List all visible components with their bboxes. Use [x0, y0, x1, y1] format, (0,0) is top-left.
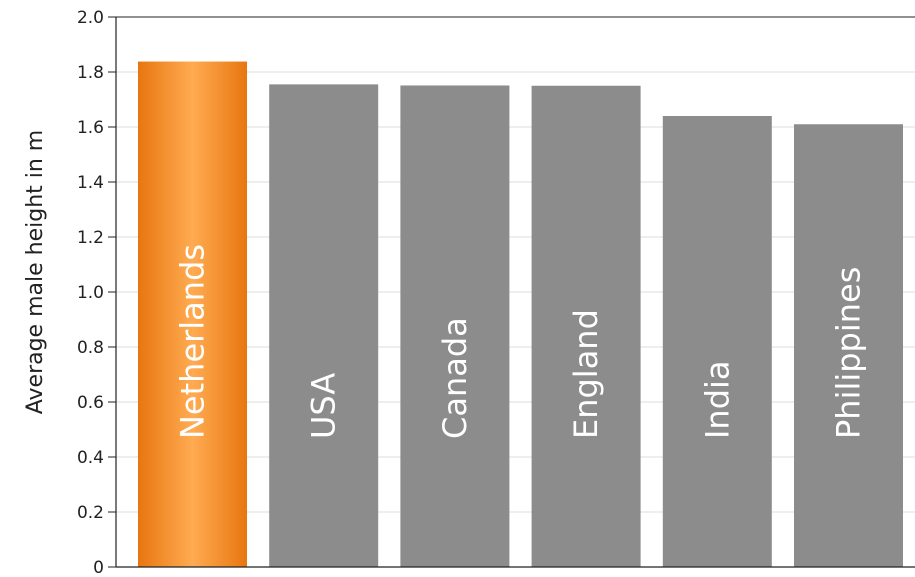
y-tick-label: 0.6: [77, 393, 104, 413]
bar-usa: [269, 84, 379, 567]
y-tick-label: 1.2: [77, 228, 104, 248]
bar-canada: [400, 85, 510, 567]
bar-india: [662, 116, 772, 567]
y-tick-label: 1.4: [77, 173, 104, 193]
bar-england: [531, 85, 641, 567]
bar-label: USA: [305, 373, 343, 439]
bar-label: Philippines: [830, 267, 868, 439]
bar-label: India: [698, 360, 736, 439]
bar-label: Canada: [436, 317, 474, 439]
y-tick-label: 0.2: [77, 503, 104, 523]
y-tick-label: 0.8: [77, 338, 104, 358]
y-tick-label: 1.0: [77, 283, 104, 303]
y-tick-label: 0: [93, 558, 104, 577]
y-tick-label: 0.4: [77, 448, 104, 468]
bar-netherlands: [138, 61, 247, 568]
y-axis-label: Average male height in m: [23, 130, 48, 415]
bar-philippines: [794, 124, 903, 567]
bars: Netherlands USA Canada England India Philippi…: [138, 61, 903, 568]
bar-label: Netherlands: [174, 244, 212, 439]
bar-label: England: [567, 309, 605, 439]
y-tick-label: 1.6: [77, 118, 104, 138]
axes: 0 0.2 0.4 0.6 0.8 1.0 1.2 1.4 1.6 1.8 2.0: [77, 8, 915, 577]
y-tick-label: 2.0: [77, 8, 104, 28]
y-tick-label: 1.8: [77, 63, 104, 83]
